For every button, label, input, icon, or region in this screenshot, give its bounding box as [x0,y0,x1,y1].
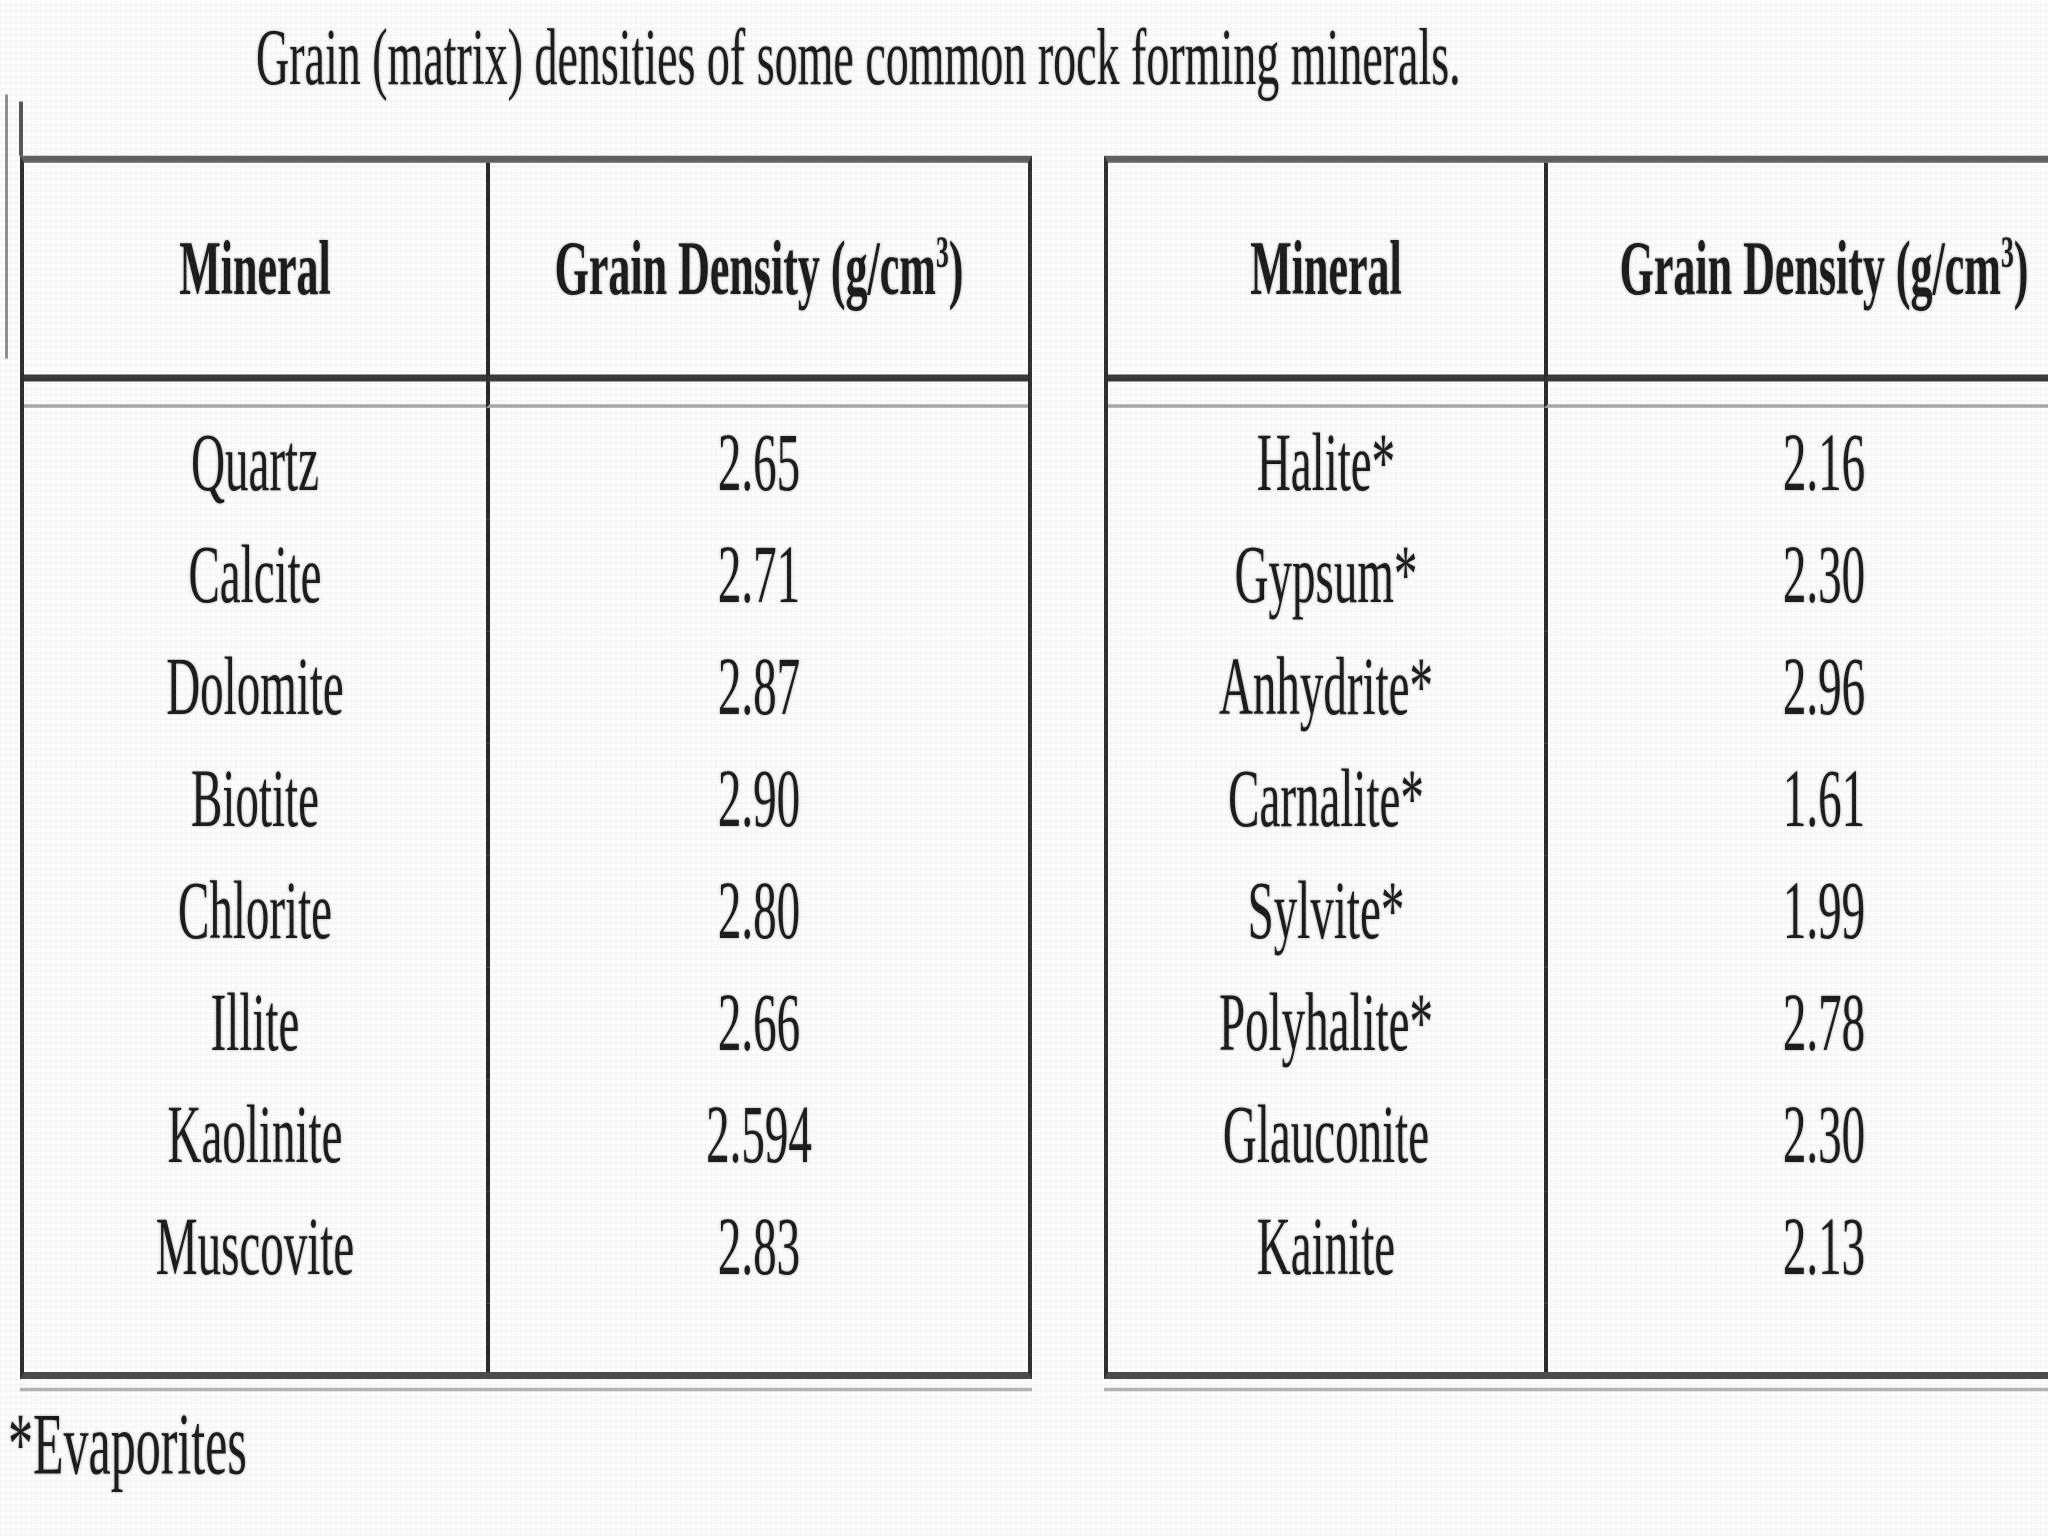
mineral-cell: Dolomite [166,642,344,734]
table-row: Dolomite 2.87 [24,631,1028,744]
mineral-cell: Sylvite* [1247,866,1405,958]
table-row: Quartz 2.65 [24,407,1028,520]
table-row: Glauconite 2.30 [1108,1079,2048,1192]
minerals-table-right: Mineral Grain Density (g/cm3) Halite* 2.… [1104,155,2048,1379]
density-cell: 2.594 [486,1079,1028,1192]
column-header-mineral: Mineral [24,163,486,382]
density-cell: 2.80 [486,855,1028,968]
table-row: Illite 2.66 [24,967,1028,1080]
density-unit-prefix: Grain Density (g/cm [554,225,936,312]
mineral-cell: Quartz [191,418,319,510]
density-cell: 2.16 [1544,407,2048,520]
density-cell: 2.66 [486,967,1028,1080]
column-header-density: Grain Density (g/cm3) [486,162,1028,382]
table-row: Carnalite* 1.61 [1108,743,2048,856]
column-header-density: Grain Density (g/cm3) [1544,162,2048,382]
scan-artifact-line [19,101,23,156]
mineral-cell: Gypsum* [1234,530,1418,622]
table-row: Gypsum* 2.30 [1108,519,2048,632]
mineral-cell: Biotite [191,754,319,846]
bottom-double-rule [1104,1387,2048,1392]
table-row: Halite* 2.16 [1108,407,2048,520]
density-cell: 2.78 [1544,967,2048,1080]
mineral-cell: Chlorite [177,866,333,958]
density-cell: 2.90 [486,743,1028,856]
mineral-cell: Halite* [1256,418,1396,510]
density-cell: 1.61 [1544,743,2048,856]
density-cell: 2.30 [1544,519,2048,632]
table-row: Chlorite 2.80 [24,855,1028,968]
table-row: Sylvite* 1.99 [1108,855,2048,968]
density-cell: 2.87 [486,631,1028,744]
density-cell: 2.30 [1544,1079,2048,1192]
density-unit-superscript: 3 [2000,226,2014,278]
table-row: Biotite 2.90 [24,743,1028,856]
column-header-mineral: Mineral [1108,163,1544,382]
density-unit-suffix: ) [2013,225,2029,312]
bottom-padding-row [24,1303,1028,1372]
table-row: Kainite 2.13 [1108,1191,2048,1304]
mineral-cell: Glauconite [1222,1090,1430,1182]
density-unit-prefix: Grain Density (g/cm [1619,225,2001,312]
mineral-cell: Polyhalite* [1218,978,1434,1070]
table-row: Polyhalite* 2.78 [1108,967,2048,1080]
table-row: Kaolinite 2.594 [24,1079,1028,1192]
table-row: Calcite 2.71 [24,519,1028,632]
density-cell: 2.13 [1544,1191,2048,1304]
mineral-cell: Calcite [188,530,322,622]
bottom-double-rule [20,1387,1032,1392]
density-cell: 2.71 [486,519,1028,632]
mineral-cell: Anhydrite* [1218,642,1434,734]
minerals-table-left: Mineral Grain Density (g/cm3) Quartz 2.6… [20,155,1032,1379]
header-row: Mineral Grain Density (g/cm3) [24,162,1028,382]
scan-artifact-line [5,94,8,359]
density-cell: 2.65 [486,407,1028,520]
header-divider-rule [24,381,1028,408]
header-divider-rule [1108,381,2048,408]
density-cell: 1.99 [1544,855,2048,968]
mineral-cell: Carnalite* [1228,754,1424,846]
table-title: Grain (matrix) densities of some common … [256,12,1461,102]
evaporites-footnote: *Evaporites [8,1394,247,1493]
bottom-padding-row [1108,1303,2048,1372]
density-unit-superscript: 3 [935,226,949,278]
mineral-cell: Kainite [1256,1202,1396,1294]
mineral-cell: Kaolinite [167,1090,343,1182]
table-row: Muscovite 2.83 [24,1191,1028,1304]
density-cell: 2.96 [1544,631,2048,744]
density-unit-suffix: ) [948,225,964,312]
mineral-cell: Illite [210,978,300,1070]
mineral-cell: Muscovite [155,1202,355,1294]
table-row: Anhydrite* 2.96 [1108,631,2048,744]
header-row: Mineral Grain Density (g/cm3) [1108,162,2048,382]
density-cell: 2.83 [486,1191,1028,1304]
